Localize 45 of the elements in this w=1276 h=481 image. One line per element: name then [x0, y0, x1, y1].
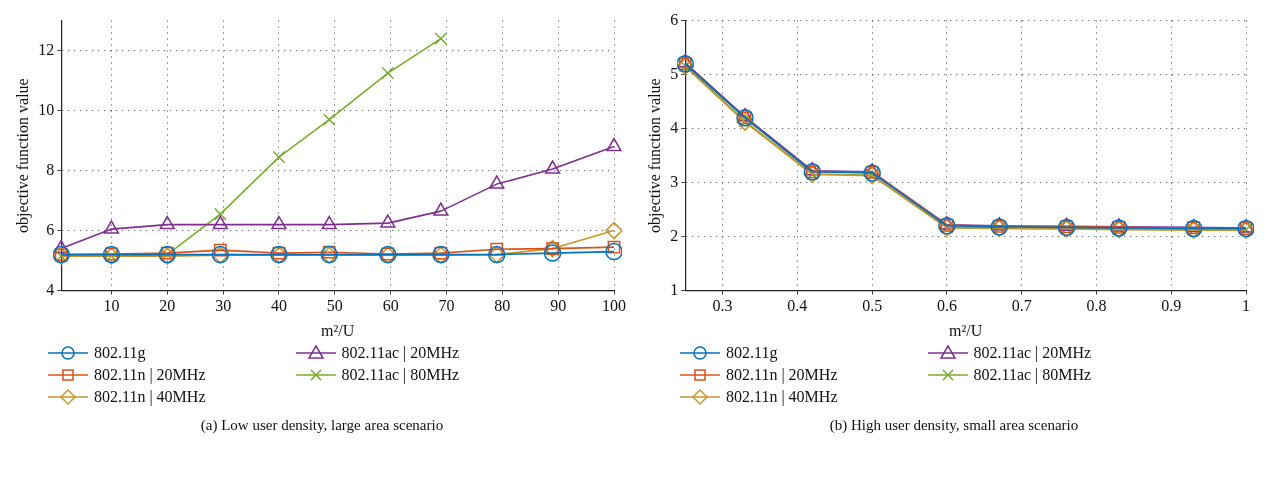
x-axis-title: m²/U — [320, 321, 355, 339]
y-tick-label: 4 — [670, 118, 679, 136]
x-tick-label: 0.8 — [1086, 297, 1107, 315]
x-tick-label: 50 — [326, 297, 343, 315]
legend-label: 802.11ac | 80MHz — [341, 366, 460, 384]
x-tick-label: 20 — [159, 297, 176, 315]
x-tick-label: 0.3 — [712, 297, 733, 315]
x-tick-label: 60 — [382, 297, 399, 315]
y-tick-label: 6 — [46, 220, 55, 238]
x-tick-label: 80 — [494, 297, 511, 315]
x-tick-label: 70 — [438, 297, 455, 315]
legend-label: 802.11n | 40MHz — [94, 388, 206, 406]
y-tick-label: 5 — [670, 64, 679, 82]
y-tick-label: 2 — [670, 226, 679, 244]
y-axis-title: objective function value — [645, 78, 664, 233]
x-tick-label: 30 — [215, 297, 232, 315]
x-tick-label: 0.6 — [936, 297, 957, 315]
x-axis-title: m²/U — [948, 321, 983, 339]
y-axis-title: objective function value — [13, 78, 32, 233]
legend-label: 802.11g — [726, 344, 778, 362]
y-tick-label: 4 — [46, 280, 55, 298]
legend-label: 802.11ac | 20MHz — [341, 344, 460, 362]
legend-label: 802.11g — [94, 344, 146, 362]
text: (b) High user density, small area scenario — [829, 417, 1079, 434]
x-tick-label: 0.7 — [1011, 297, 1032, 315]
legend-label: 802.11n | 40MHz — [726, 388, 838, 406]
y-tick-label: 8 — [46, 160, 55, 178]
y-tick-label: 6 — [670, 10, 679, 28]
x-tick-label: 40 — [270, 297, 287, 315]
x-tick-label: 1 — [1242, 297, 1250, 315]
y-tick-label: 10 — [38, 100, 55, 118]
legend-label: 802.11ac | 20MHz — [973, 344, 1092, 362]
x-tick-label: 0.5 — [862, 297, 883, 315]
x-tick-label: 100 — [602, 297, 626, 315]
x-tick-label: 90 — [550, 297, 567, 315]
y-tick-label: 1 — [670, 280, 679, 298]
y-tick-label: 3 — [670, 172, 679, 190]
x-tick-label: 10 — [103, 297, 120, 315]
text: (a) Low user density, large area scenario — [200, 417, 444, 434]
legend-label: 802.11n | 20MHz — [94, 366, 206, 384]
legend-label: 802.11ac | 80MHz — [973, 366, 1092, 384]
x-tick-label: 0.9 — [1161, 297, 1182, 315]
y-tick-label: 12 — [38, 40, 55, 58]
legend-label: 802.11n | 20MHz — [726, 366, 838, 384]
x-tick-label: 0.4 — [787, 297, 808, 315]
